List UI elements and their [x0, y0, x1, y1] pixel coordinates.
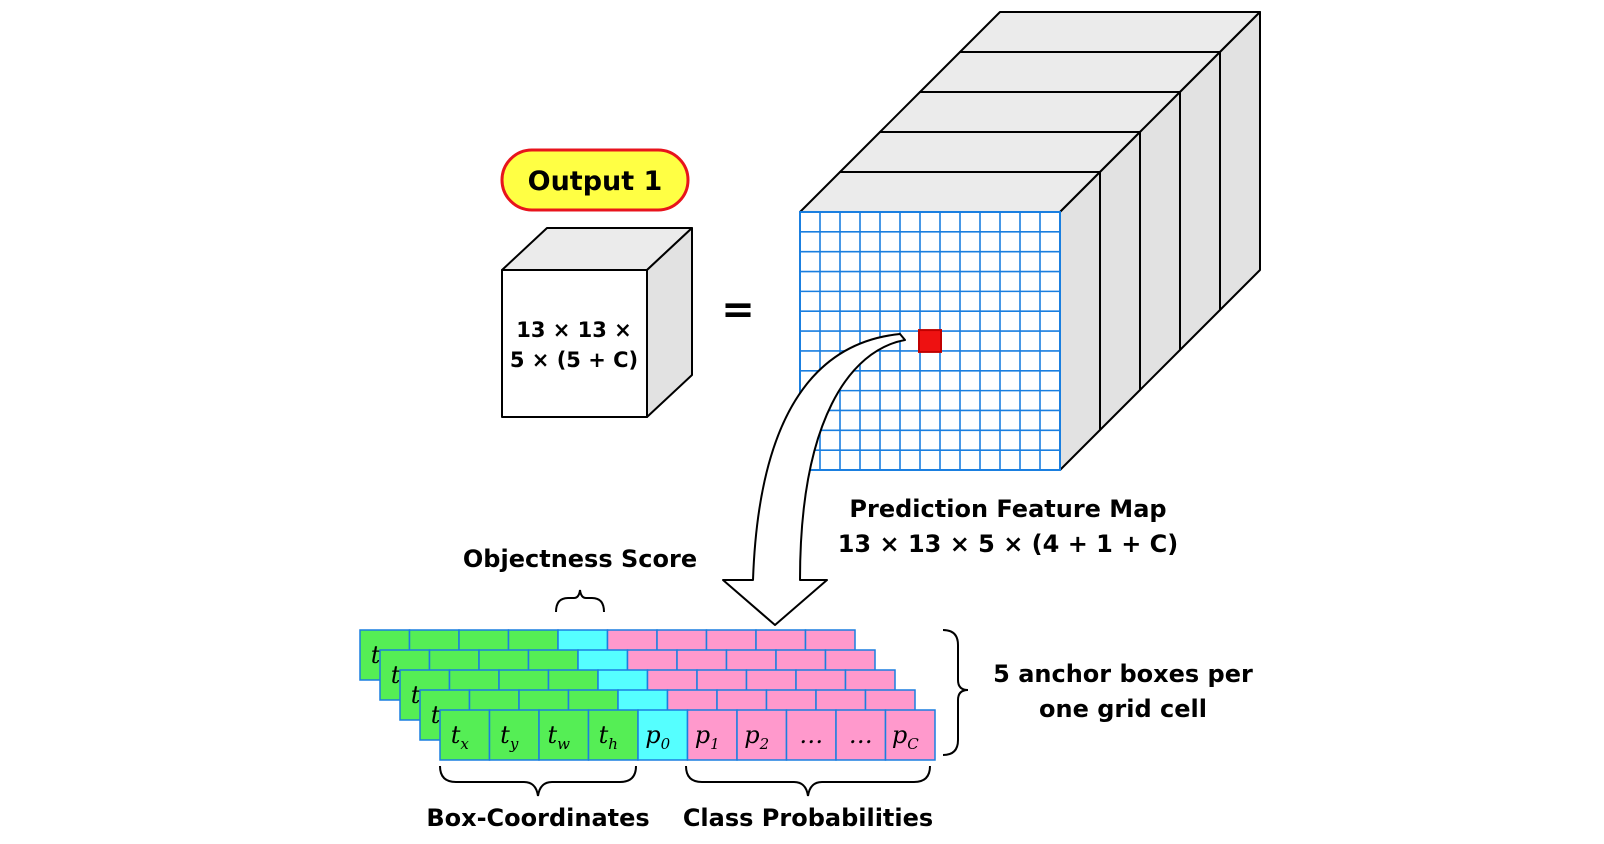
feature-map-title: Prediction Feature Map — [849, 495, 1166, 523]
anchor-cell-coord — [538, 709, 590, 761]
anchor-cell-cls — [785, 709, 837, 761]
feature-map-slice-top — [919, 51, 1221, 93]
feature-map-slice — [799, 171, 1101, 471]
anchor-cell-label: … — [799, 721, 823, 749]
feature-map-slice — [879, 91, 1181, 391]
objectness-brace — [555, 589, 605, 613]
anchor-cell-label: p0 — [645, 721, 670, 753]
feature-map-slice-top — [959, 11, 1261, 53]
output-cube-dims-line2: 5 × (5 + C) — [510, 348, 638, 372]
feature-map-slice — [919, 51, 1221, 351]
feature-map-slice-side — [1059, 171, 1101, 471]
feature-map-slice — [839, 131, 1141, 431]
highlighted-grid-cell — [918, 329, 942, 353]
feature-map-slice-top — [839, 131, 1141, 173]
feature-map-slice — [959, 11, 1261, 311]
anchor-cell-cls — [835, 709, 887, 761]
feature-map-slice-side — [1139, 91, 1181, 391]
output-cube-dims-line1: 13 × 13 × — [516, 318, 632, 342]
anchor-cell-cls — [686, 709, 738, 761]
output-badge-label: Output 1 — [528, 166, 663, 197]
feature-map-slice-top — [799, 171, 1101, 213]
anchor-cell-label: … — [849, 721, 873, 749]
feature-map-slice-top — [879, 91, 1181, 133]
output-cube-front — [501, 269, 648, 418]
anchor-boxes-label-line2: one grid cell — [1039, 695, 1207, 723]
curved-arrow — [722, 333, 906, 626]
box-coordinates-brace — [439, 765, 637, 797]
anchor-boxes-label-line1: 5 anchor boxes per — [993, 660, 1253, 688]
anchor-boxes-brace — [942, 629, 969, 756]
anchor-box-row: tx ty tw th p0 p1 p2…… pC — [439, 709, 936, 761]
anchor-cell-coord — [587, 709, 639, 761]
anchor-cell-cls — [736, 709, 788, 761]
feature-map-slice-side — [1179, 51, 1221, 351]
output-badge: Output 1 — [500, 148, 690, 212]
box-coordinates-label: Box-Coordinates — [426, 804, 649, 832]
feature-map-dims: 13 × 13 × 5 × (4 + 1 + C) — [838, 530, 1179, 558]
class-probabilities-label: Class Probabilities — [683, 804, 933, 832]
equals-sign: = — [721, 287, 755, 333]
anchor-cell-label: p2 — [744, 721, 769, 753]
feature-map-slice-side — [1099, 131, 1141, 431]
feature-map-slice-side — [1219, 11, 1261, 311]
feature-map-slices — [799, 11, 1261, 471]
anchor-cell-coord — [488, 709, 540, 761]
anchor-box-stack: txtxtxtxtxtytwthp0p1p2……pC — [359, 629, 936, 761]
class-probabilities-brace — [685, 765, 931, 797]
objectness-score-label: Objectness Score — [463, 545, 697, 573]
output-cube — [501, 227, 693, 418]
anchor-cell-cls — [884, 709, 936, 761]
